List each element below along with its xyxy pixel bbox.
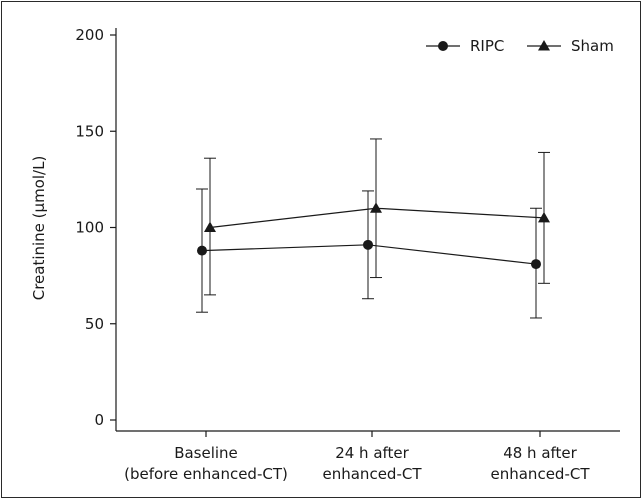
data-point-triangle — [204, 221, 216, 232]
plot-area — [196, 138, 550, 319]
data-point-circle — [197, 245, 207, 256]
x-tick-label: enhanced-CT — [323, 465, 423, 483]
legend: RIPC Sham — [426, 37, 614, 55]
x-tick-label: 48 h after — [503, 444, 577, 462]
legend-label: Sham — [571, 37, 614, 55]
y-axis-label: Creatinine (μmol/L) — [30, 156, 48, 301]
legend-label: RIPC — [470, 37, 504, 55]
series-ripc — [196, 188, 542, 319]
data-point-triangle — [370, 202, 382, 213]
data-point-triangle — [538, 211, 550, 223]
x-tick-label: enhanced-CT — [491, 465, 591, 483]
y-tick-label: 200 — [75, 26, 104, 44]
x-tick-label: (before enhanced-CT) — [124, 465, 288, 483]
y-tick-label: 50 — [85, 315, 104, 333]
data-point-circle — [438, 41, 448, 51]
legend-item-ripc: RIPC — [426, 37, 504, 55]
x-tick-label: Baseline — [174, 444, 238, 462]
axes: 0 50 100 150 200 Baseline (before enhanced-CT)… — [75, 26, 620, 483]
data-point-circle — [363, 239, 373, 250]
series-sham — [204, 138, 550, 296]
y-tick-label: 150 — [75, 122, 104, 140]
data-point-circle — [531, 259, 541, 270]
y-tick-label: 0 — [94, 411, 104, 429]
legend-item-sham: Sham — [527, 37, 614, 55]
x-tick-label: 24 h after — [335, 444, 409, 462]
data-point-triangle — [538, 40, 550, 51]
y-tick-label: 100 — [75, 219, 104, 237]
